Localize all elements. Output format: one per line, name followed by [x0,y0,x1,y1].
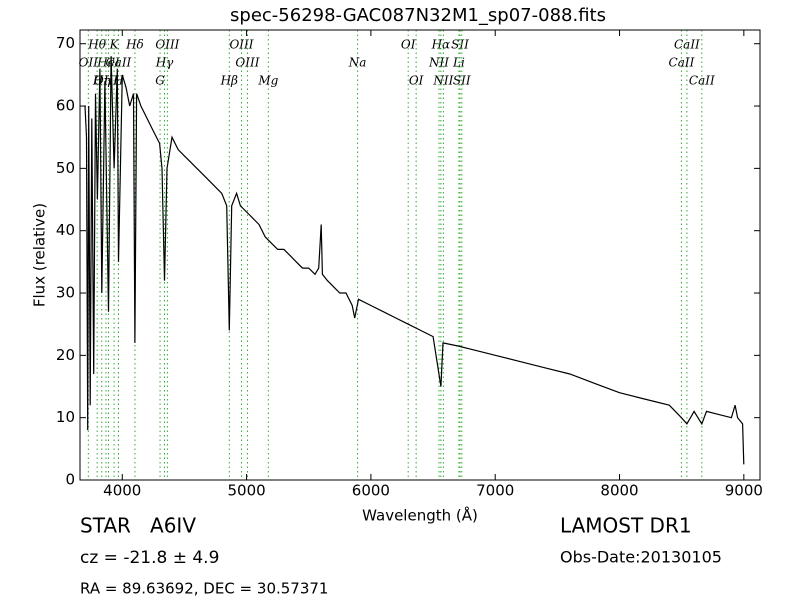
y-tick-label: 50 [56,159,75,177]
spectrum [84,56,745,465]
spectral-line-label: SII [453,74,471,88]
spectral-line-label: OI [401,38,416,52]
spectral-line-label: H [112,74,124,88]
chart-title: spec-56298-GAC087N32M1_sp07-088.fits [230,5,606,26]
spectral-line-label: OI [409,74,424,88]
x-tick-label: 4000 [103,482,141,500]
spectral-line-label: Hδ [125,38,144,52]
x-tick-label: 6000 [352,482,390,500]
y-tick-label: 10 [56,408,75,426]
spectral-line-label: CaII [689,74,715,88]
spectral-line-label: OIII [235,56,259,70]
spectral-line-label: Hθ [87,38,106,52]
spectral-line-label: SII [451,38,469,52]
coordinates: RA = 89.63692, DEC = 30.57371 [80,580,328,598]
x-tick-label: 9000 [725,482,763,500]
spectral-line-label: G [155,74,165,88]
survey: LAMOST DR1 [560,514,692,538]
spectral-line-label: OIII [155,38,179,52]
spectral-line-label: NII [432,74,453,88]
spectral-line-label: Na [348,56,367,70]
y-tick-label: 0 [65,471,75,489]
spectral-line-label: OIII [229,38,253,52]
y-tick-label: 30 [56,284,75,302]
spectral-line-label: OII [79,56,99,70]
x-tick-label: 5000 [227,482,265,500]
redshift: cz = -21.8 ± 4.9 [80,548,219,568]
spectral-line-label: Mg [257,74,278,88]
x-axis-label: Wavelength (Å) [362,506,478,525]
y-tick-label: 70 [56,34,75,52]
spectral-line-label: Hη [92,74,111,88]
spectral-line-label: NII [428,56,449,70]
x-tick-label: 7000 [476,482,514,500]
plot-frame [79,29,761,481]
spectral-line-label: Li [452,56,465,70]
spectral-line-label: CaII [674,38,700,52]
spectral-line-label: CaII [669,56,695,70]
object-class: STAR A6IV [80,514,196,538]
spectral-line-label: K [109,38,120,52]
y-axis-label: Flux (relative) [31,203,49,307]
x-tick-label: 8000 [600,482,638,500]
y-tick-label: 20 [56,346,75,364]
y-tick-label: 40 [56,221,75,239]
y-tick-label: 60 [56,97,75,115]
spectral-line-label: Hγ [155,56,174,70]
spectral-line-label: Hα [431,38,451,52]
obs-date: Obs-Date:20130105 [560,548,722,567]
spectral-line-label: Hβ [220,74,238,88]
